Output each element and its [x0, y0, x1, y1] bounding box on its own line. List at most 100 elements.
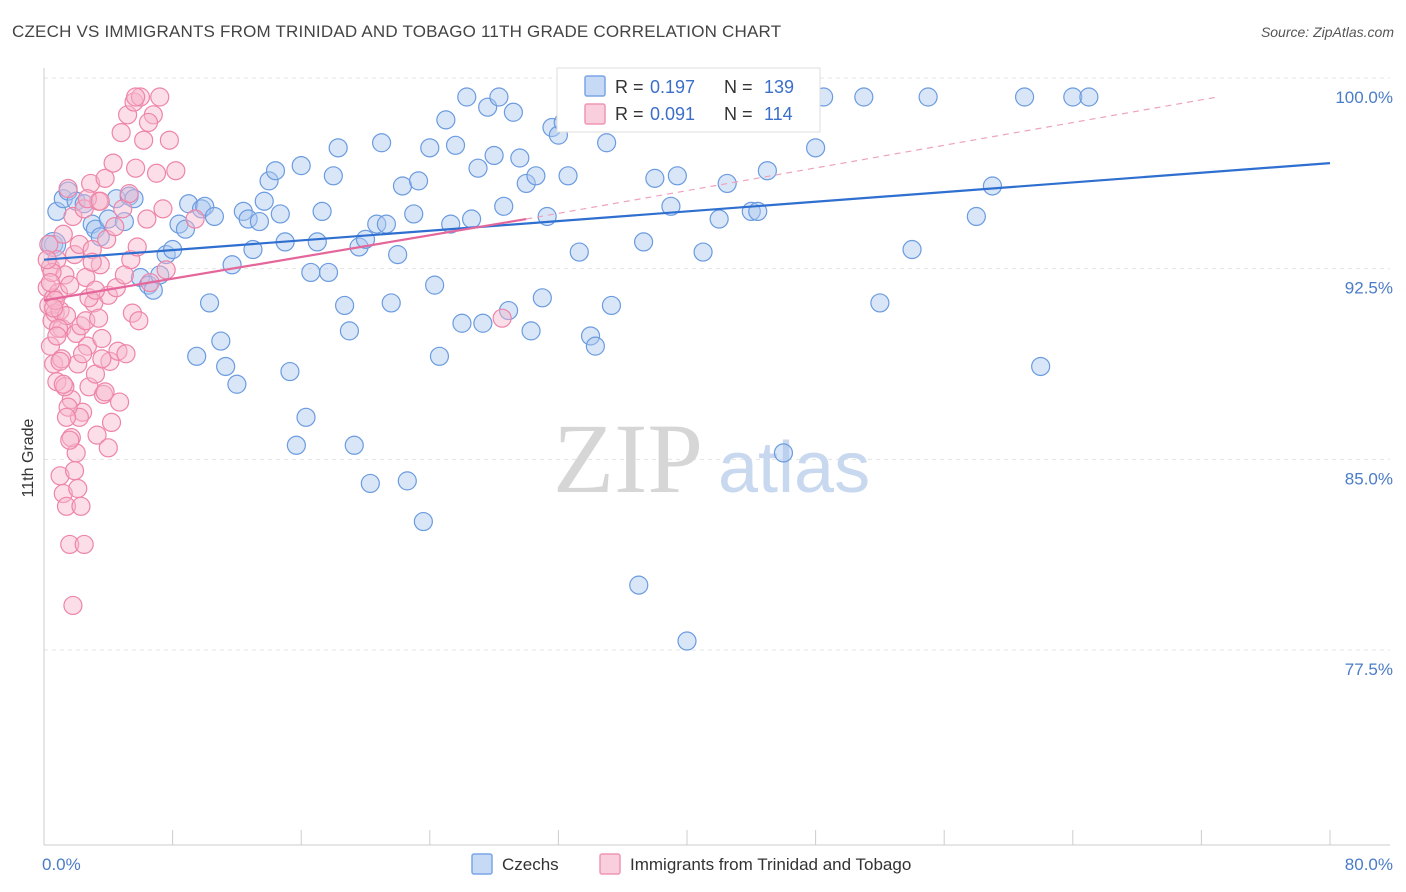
y-tick-label-3: 77.5%: [1345, 660, 1393, 679]
trinidad-point-100: [44, 298, 64, 318]
trinidad-point-108: [166, 161, 186, 181]
czech-point-5: [74, 194, 94, 214]
czech-point-51: [335, 295, 355, 316]
czech-point-123: [966, 206, 986, 227]
trinidad-point-82: [89, 308, 109, 328]
trend-line-trinidad-extension: [526, 96, 1218, 220]
czech-point-121: [902, 239, 922, 260]
trinidad-point-111: [126, 87, 146, 107]
czech-point-58: [371, 133, 392, 153]
czech-point-26: [199, 293, 220, 313]
czech-point-98: [585, 336, 605, 356]
czech-point-84: [510, 148, 530, 168]
czech-point-73: [452, 313, 472, 333]
czech-point-56: [360, 473, 380, 494]
legend-swatch-trinidad: [599, 853, 621, 875]
trinidad-point-99: [40, 272, 61, 293]
trinidad-point-84: [95, 382, 115, 402]
trinidad-point-14: [60, 275, 80, 295]
czech-point-85: [516, 173, 536, 194]
czech-point-21: [175, 219, 196, 239]
czech-point-110: [693, 242, 713, 262]
czech-point-122: [918, 87, 938, 107]
chart-source: Source: ZipAtlas.com: [1260, 24, 1394, 40]
czech-point-30: [222, 255, 242, 275]
czech-point-81: [494, 196, 514, 216]
czech-point-31: [227, 374, 247, 394]
trinidad-point-31: [87, 425, 107, 445]
trinidad-point-13: [58, 178, 78, 199]
trinidad-point-110: [138, 112, 159, 133]
trinidad-point-34: [92, 328, 112, 349]
czech-point-104: [629, 575, 649, 595]
trinidad-point-46: [111, 122, 131, 143]
czech-point-14: [130, 267, 151, 288]
czech-point-109: [677, 631, 697, 651]
czech-point-64: [404, 204, 424, 224]
trinidad-point-97: [74, 534, 94, 555]
trinidad-point-72: [56, 496, 77, 516]
trinidad-point-107: [185, 209, 205, 229]
czech-point-9: [98, 209, 118, 229]
czech-point-79: [484, 145, 504, 166]
trinidad-point-63: [146, 163, 167, 183]
czech-point-46: [307, 232, 327, 252]
trinidad-point-89: [48, 318, 69, 338]
trinidad-point-65: [153, 199, 173, 219]
czech-point-66: [413, 511, 433, 532]
czech-points: [41, 87, 1099, 651]
czech-point-53: [344, 435, 364, 455]
trend-line-trinidad: [43, 217, 527, 302]
czech-point-97: [580, 326, 601, 346]
czech-point-23: [187, 346, 207, 366]
trend-lines: [43, 96, 1331, 302]
czech-point-118: [805, 138, 826, 158]
watermark-zip: ZIP: [553, 403, 703, 514]
czech-point-63: [397, 471, 417, 491]
czech-point-29: [216, 356, 236, 377]
trinidad-point-109: [159, 130, 179, 150]
czech-point-49: [323, 166, 343, 186]
trinidad-point-36: [95, 168, 115, 188]
czech-point-61: [388, 245, 408, 265]
czech-point-48: [318, 262, 339, 283]
czech-point-100: [597, 133, 617, 153]
czech-point-128: [1079, 87, 1099, 107]
legend-label-czech: Czechs: [502, 855, 559, 874]
trinidad-point-71: [53, 483, 73, 504]
czech-point-44: [296, 407, 316, 427]
stats-n-label-trinidad: N =: [724, 104, 753, 124]
legend: Czechs Immigrants from Trinidad and Toba…: [471, 853, 911, 875]
trinidad-point-10: [53, 224, 73, 244]
czech-point-124: [982, 176, 1003, 196]
y-tick-labels: 100.0% 92.5% 85.0% 77.5%: [1335, 88, 1393, 679]
trend-line-czech: [43, 162, 1331, 261]
trinidad-point-92: [58, 397, 78, 417]
trinidad-point-66: [156, 260, 176, 280]
czech-point-101: [601, 295, 622, 316]
y-tick-label-2: 85.0%: [1345, 469, 1393, 488]
czech-point-47: [312, 201, 332, 221]
czech-point-108: [667, 166, 687, 186]
stats-r-label-trinidad: R =: [615, 104, 644, 124]
czech-point-86: [521, 321, 541, 341]
czech-point-60: [381, 293, 401, 313]
trinidad-point-104: [56, 407, 77, 427]
trinidad-point-27: [81, 173, 101, 194]
czech-point-77: [473, 313, 493, 333]
czech-point-115: [757, 161, 777, 181]
trinidad-point-113: [90, 191, 110, 211]
trinidad-point-42: [105, 217, 125, 237]
stats-r-trinidad: 0.091: [650, 104, 695, 124]
watermark-atlas: atlas: [718, 428, 870, 508]
trinidad-point-17: [64, 245, 85, 265]
czech-point-75: [461, 209, 482, 229]
stats-n-label-czech: N =: [724, 77, 753, 97]
trinidad-point-106: [492, 308, 512, 328]
czech-point-41: [280, 361, 300, 382]
czech-point-67: [420, 138, 440, 158]
trinidad-point-85: [98, 438, 118, 458]
trinidad-point-16: [63, 206, 83, 227]
legend-swatch-czech: [471, 853, 493, 875]
